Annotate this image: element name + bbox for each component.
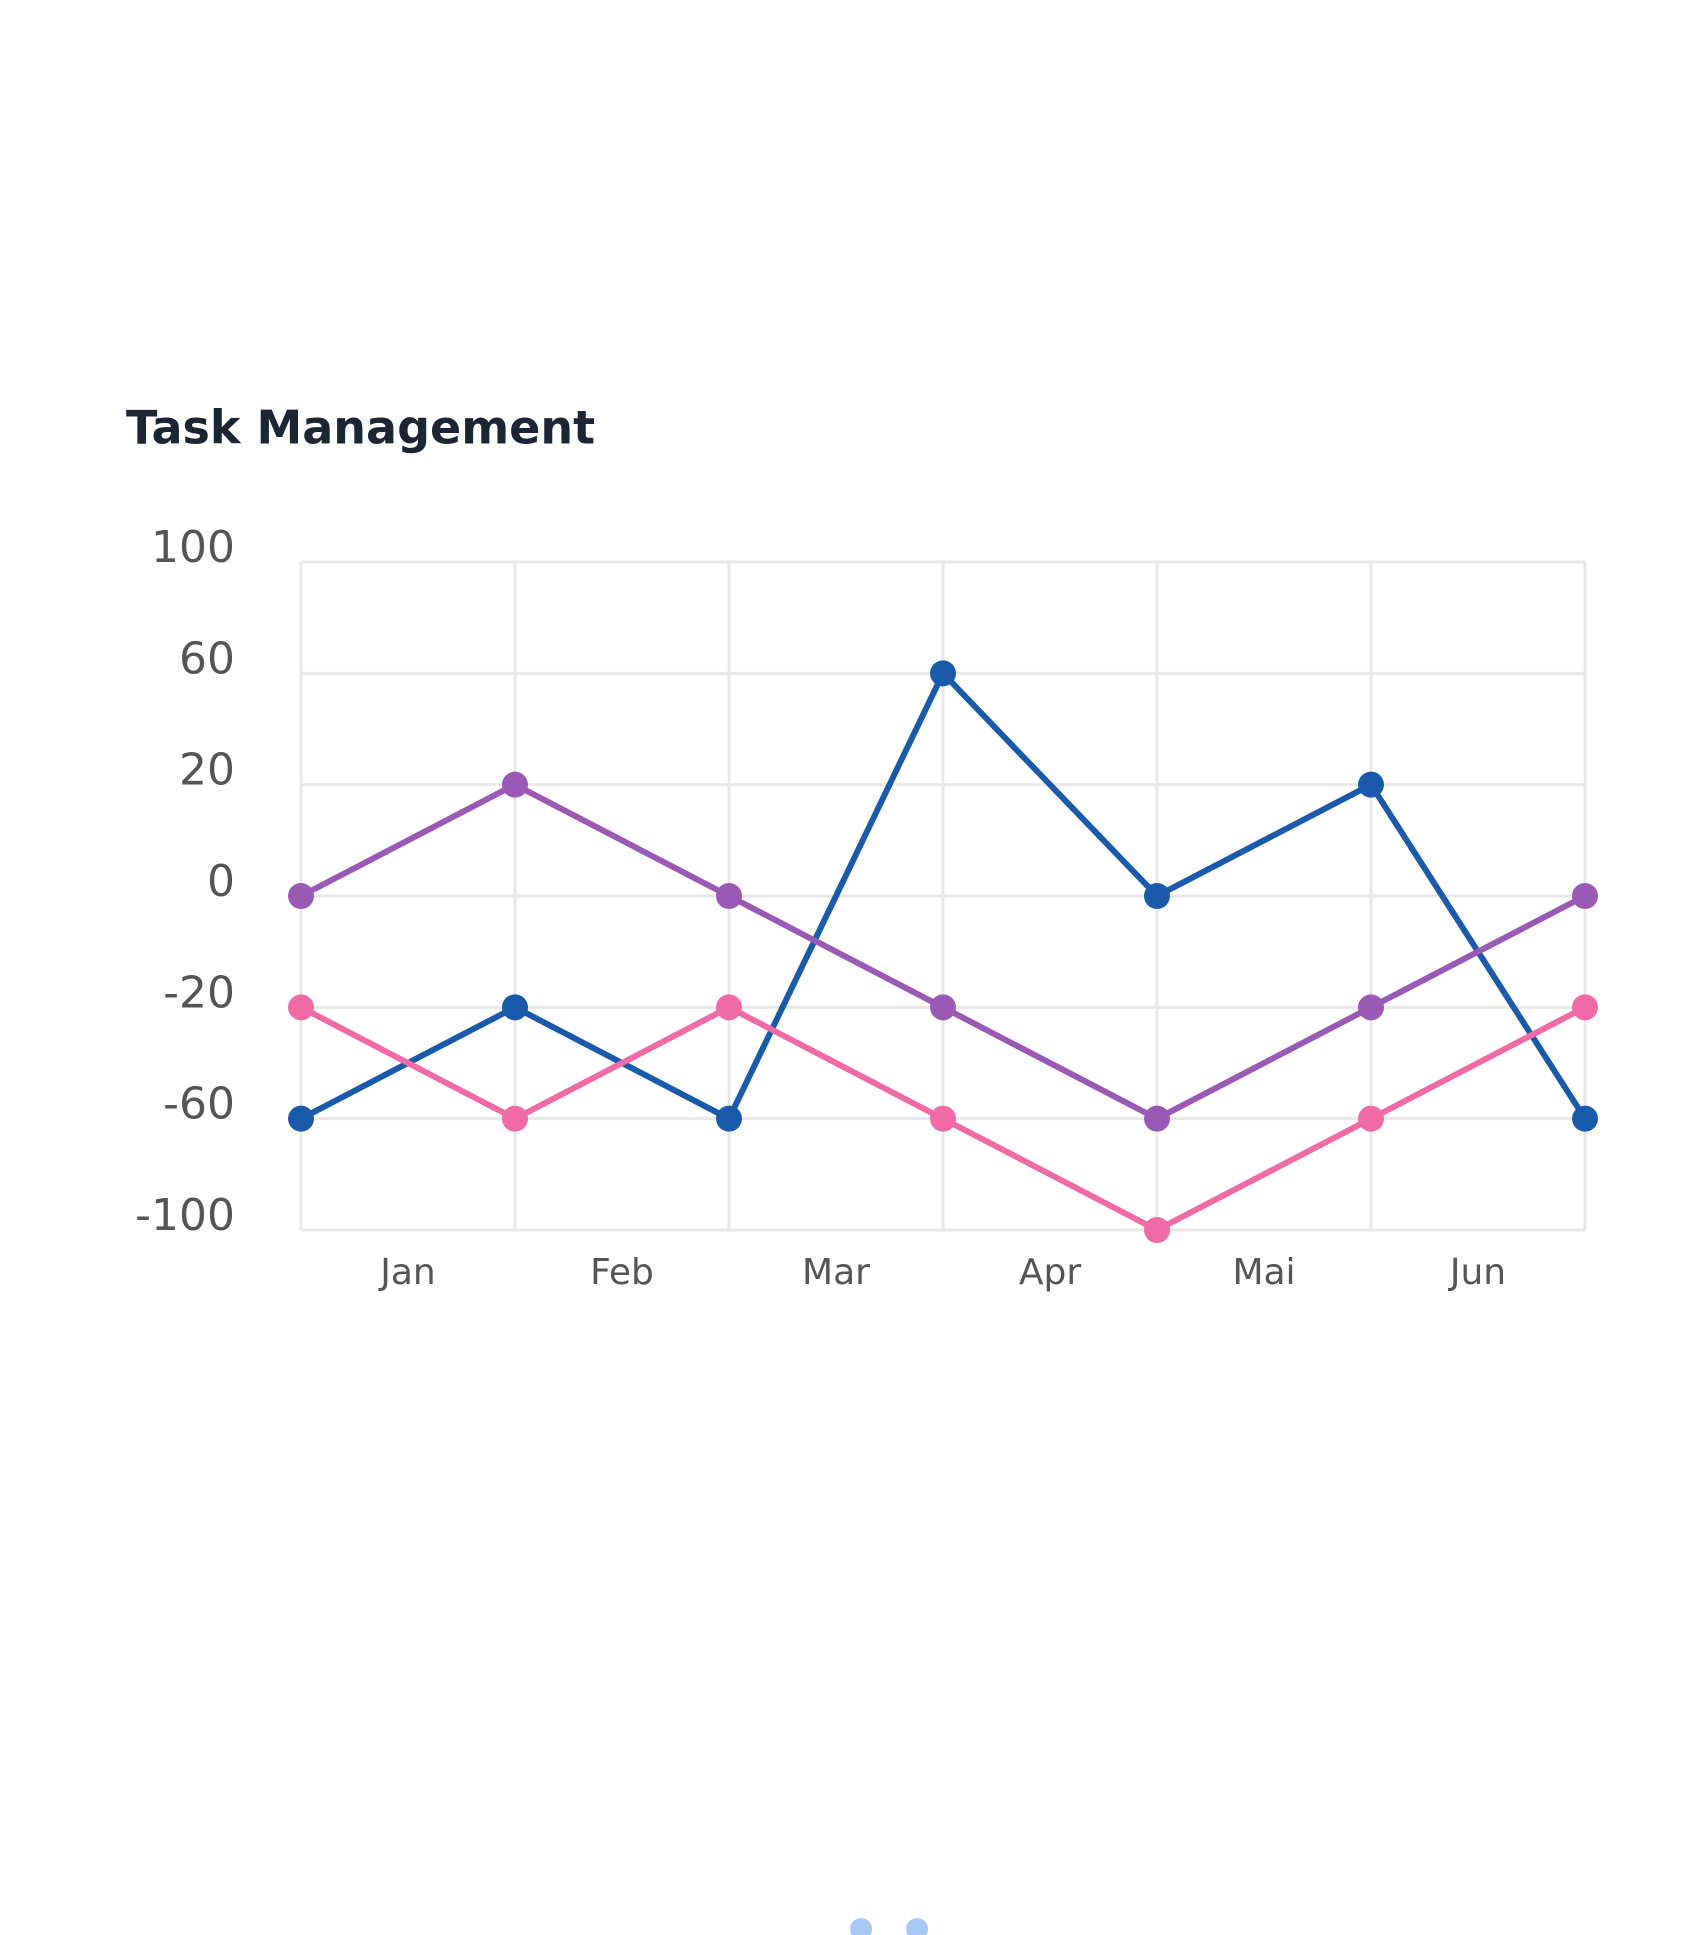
pager-dot[interactable] bbox=[906, 1918, 928, 1935]
data-point bbox=[502, 994, 528, 1021]
data-point bbox=[1358, 994, 1384, 1021]
chart-title: Task Management bbox=[126, 401, 595, 455]
x-tick-label: Jan bbox=[378, 1252, 436, 1293]
x-tick-label: Feb bbox=[590, 1252, 654, 1293]
x-tick-label: Jun bbox=[1448, 1252, 1506, 1293]
y-tick-label: -100 bbox=[135, 1190, 235, 1241]
data-point bbox=[930, 1105, 956, 1132]
y-tick-label: 0 bbox=[207, 856, 235, 907]
y-tick-label: 60 bbox=[179, 633, 235, 684]
y-tick-label: -60 bbox=[163, 1079, 235, 1130]
data-point bbox=[1572, 883, 1598, 909]
data-point bbox=[930, 994, 956, 1021]
pager-dot[interactable] bbox=[850, 1918, 872, 1935]
data-point bbox=[288, 883, 314, 909]
data-point bbox=[1572, 1105, 1598, 1132]
data-point bbox=[1144, 883, 1170, 909]
data-point bbox=[1572, 994, 1598, 1021]
data-point bbox=[502, 771, 528, 798]
x-tick-label: Apr bbox=[1019, 1252, 1081, 1293]
data-point bbox=[716, 883, 742, 909]
data-point bbox=[1144, 1217, 1170, 1243]
data-point bbox=[288, 1105, 314, 1132]
data-point bbox=[1358, 771, 1384, 798]
y-tick-label: -20 bbox=[163, 967, 235, 1018]
data-point bbox=[1358, 1105, 1384, 1132]
data-point bbox=[716, 994, 742, 1021]
x-tick-label: Mai bbox=[1232, 1252, 1295, 1293]
data-point bbox=[716, 1105, 742, 1132]
y-tick-label: 100 bbox=[151, 522, 235, 573]
data-point bbox=[502, 1105, 528, 1132]
y-tick-label: 20 bbox=[179, 745, 235, 796]
data-point bbox=[930, 660, 956, 687]
data-point bbox=[1144, 1105, 1170, 1132]
x-tick-label: Mar bbox=[802, 1252, 870, 1293]
data-point bbox=[288, 994, 314, 1021]
